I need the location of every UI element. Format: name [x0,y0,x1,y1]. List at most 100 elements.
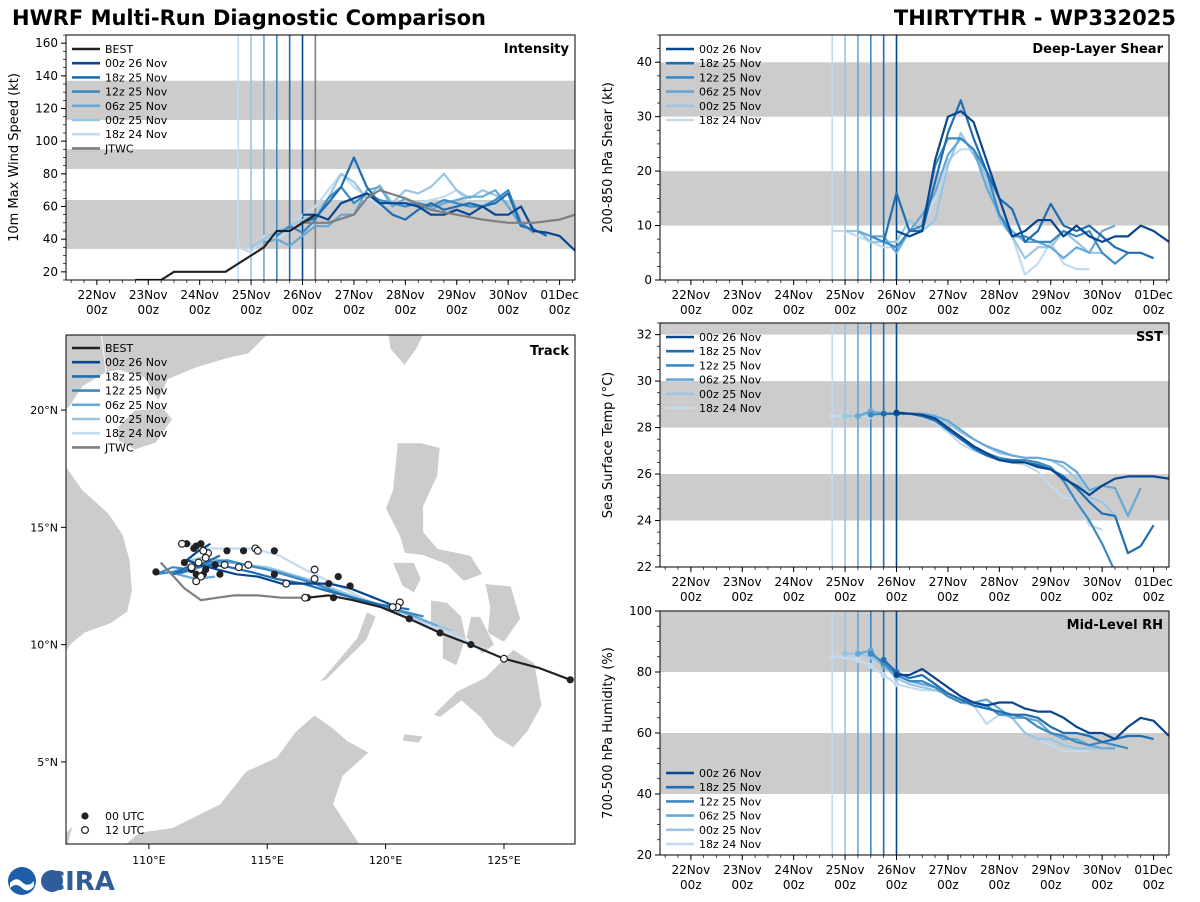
y-tick-label: 60 [637,726,652,740]
marker-12utc [220,560,229,569]
track-best [307,594,571,681]
lat-tick-label: 10°N [30,639,58,652]
y-axis-label: 10m Max Wind Speed (kt) [7,73,22,242]
legend-label: 12z 25 Nov [699,71,762,84]
marker-12utc [499,654,508,663]
legend-label: JTWC [104,142,134,155]
y-tick-label: 26 [637,467,652,481]
data-point [880,672,887,679]
x-tick-label-hour: 00z [834,878,856,892]
x-tick-label-hour: 00z [292,303,314,317]
y-axis-label: 700-500 hPa Humidity (%) [601,647,616,819]
marker-00utc [211,561,219,569]
rh-panel: 2040608010022Nov00z23Nov00z24Nov00z25Nov… [601,604,1173,892]
cira-globe-icon [41,870,63,892]
x-tick-label-day: 29Nov [1031,863,1070,877]
x-tick-label-day: 22Nov [77,288,116,302]
threshold-band [660,474,1169,521]
series-18z-25-nov [882,659,1154,744]
marker-00utc [270,547,278,555]
threshold-band [66,80,575,120]
x-tick-label-hour: 00z [731,303,753,317]
x-tick-label-day: 28Nov [386,288,425,302]
x-tick-label-hour: 00z [937,303,959,317]
panel-label: Mid-Level RH [1067,618,1163,633]
track-18z-25-nov [171,554,410,611]
lon-tick-label: 120°E [369,854,402,867]
landmass-mindoro [392,562,422,594]
x-tick-label-day: 30Nov [489,288,528,302]
landmass-mindanao [432,648,543,749]
marker-12utc [244,560,253,569]
x-tick-label-hour: 00z [86,303,108,317]
cira-logo-text: CIRA [46,867,115,897]
lat-tick-label: 15°N [30,521,58,534]
legend-label: 00z 26 Nov [105,356,168,369]
x-tick-label-day: 28Nov [980,288,1019,302]
x-tick-label-hour: 00z [1040,878,1062,892]
legend-label: 18z 25 Nov [699,57,762,70]
y-tick-label: 100 [35,134,58,148]
marker-12utc [234,563,243,572]
landmass-sulu-islands [401,733,425,744]
lat-tick-label: 20°N [30,404,58,417]
marker-00utc [202,565,210,574]
x-tick-label-day: 01Dec [1134,575,1173,589]
x-tick-label-day: 24Nov [774,863,813,877]
x-tick-label-hour: 00z [886,303,908,317]
map-frame [65,334,576,845]
x-tick-label-day: 30Nov [1083,863,1122,877]
x-tick-label-day: 29Nov [1031,575,1070,589]
x-tick-label-day: 25Nov [826,863,865,877]
marker-legend-label: 00 UTC [105,810,145,823]
legend-label: 00z 26 Nov [699,331,762,344]
track-jtwc [159,561,308,602]
x-tick-label-hour: 00z [446,303,468,317]
y-tick-label: 40 [43,232,58,246]
x-tick-label-day: 24Nov [774,288,813,302]
x-tick-label-day: 28Nov [980,863,1019,877]
data-point [854,650,861,657]
y-tick-label: 120 [35,102,58,116]
x-tick-label-hour: 00z [1143,590,1165,604]
marker-12utc [194,558,203,567]
panel-label: Intensity [504,42,570,57]
y-tick-label: 30 [637,110,652,124]
marker-00utc [325,580,333,588]
x-tick-label-hour: 00z [886,590,908,604]
legend-label: 18z 24 Nov [105,128,168,141]
intensity-panel: 2040608010012014016022Nov00z23Nov00z24No… [7,34,579,317]
x-tick-label-hour: 00z [1091,303,1113,317]
series-18z-25-nov [289,156,548,237]
landmass-taiwan [387,335,424,367]
y-tick-label: 40 [637,787,652,801]
x-tick-label-day: 29Nov [437,288,476,302]
x-tick-label-day: 27Nov [929,575,968,589]
marker-00utc [329,594,338,602]
data-point [829,653,836,660]
series-18z-25-nov [882,99,1155,260]
panel-label: SST [1136,330,1163,345]
x-tick-label-day: 22Nov [671,288,710,302]
marker-legend-00 [81,812,89,820]
x-tick-label-day: 30Nov [1083,288,1122,302]
marker-12utc [201,553,210,562]
threshold-band [660,171,1169,226]
x-tick-label-hour: 00z [989,303,1011,317]
marker-00utc [566,676,574,684]
series-00z-25-nov [250,172,509,249]
lon-tick-label: 110°E [132,854,165,867]
x-tick-label-day: 23Nov [129,288,168,302]
x-tick-label-day: 22Nov [671,863,710,877]
marker-00utc [152,568,160,576]
x-tick-label-day: 26Nov [877,863,916,877]
x-tick-label-hour: 00z [497,303,519,317]
legend-label: 12z 25 Nov [105,385,168,398]
legend-label: 00z 26 Nov [699,43,762,56]
x-tick-label-day: 26Nov [877,288,916,302]
y-tick-label: 60 [43,200,58,214]
legend-label: JTWC [104,441,134,454]
